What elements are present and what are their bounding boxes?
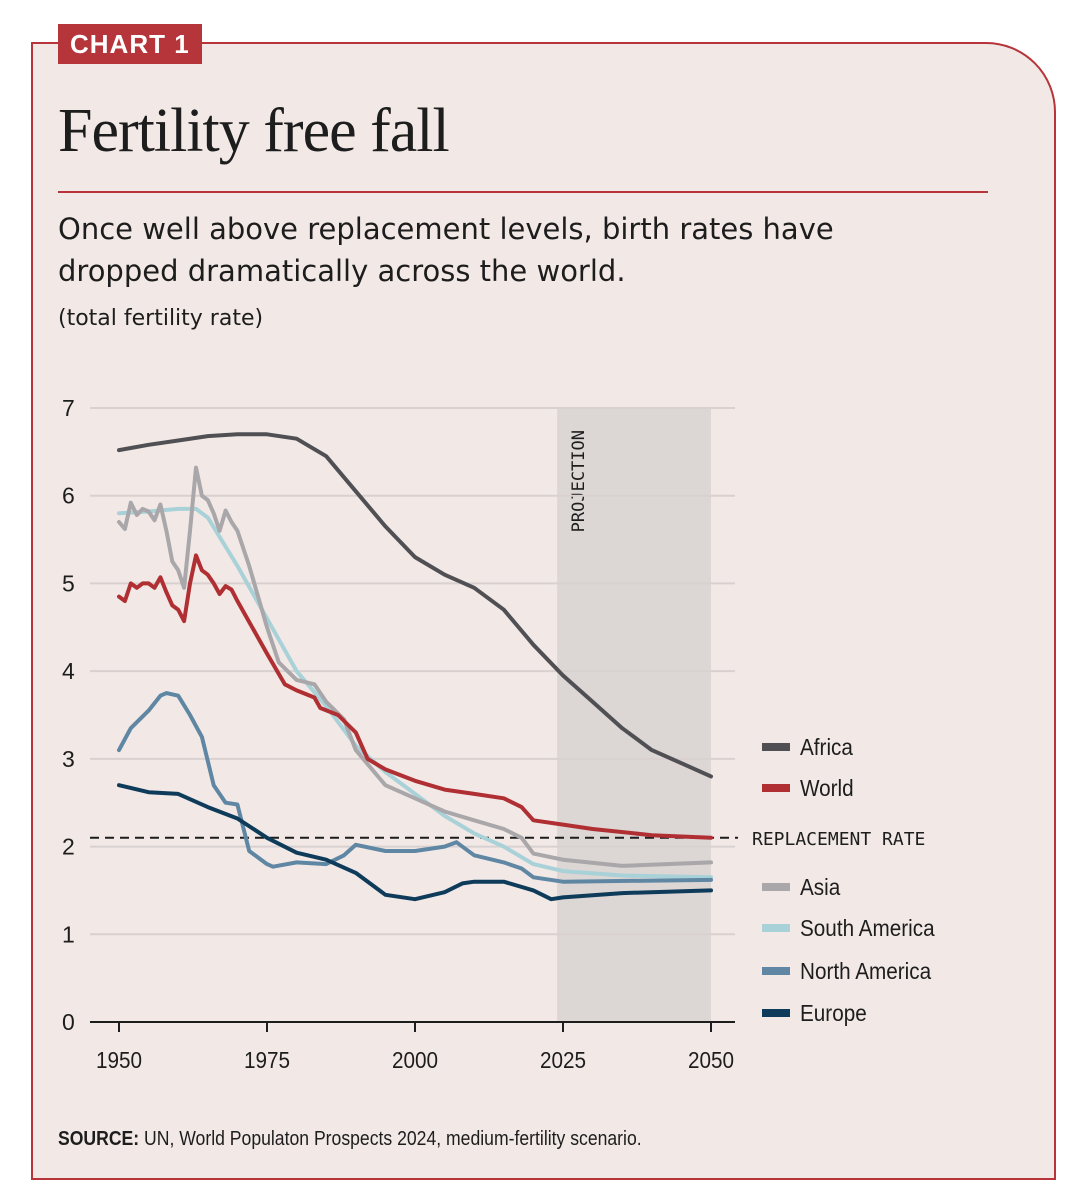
legend-label: Africa (800, 734, 854, 760)
y-tick-label: 3 (62, 746, 75, 772)
legend-label: North America (800, 958, 932, 984)
x-tick-label: 2050 (688, 1047, 734, 1073)
replacement-rate-label: REPLACEMENT RATE (752, 829, 925, 850)
x-tick-label: 1950 (96, 1047, 142, 1073)
legend-label: World (800, 775, 854, 801)
legend-label: Asia (800, 874, 841, 900)
x-tick-label: 2000 (392, 1047, 438, 1073)
source-text: UN, World Populaton Prospects 2024, medi… (139, 1128, 642, 1150)
chart-frame (31, 42, 1056, 1180)
y-tick-label: 6 (62, 483, 75, 509)
series-line-europe (117, 783, 713, 902)
title-divider (58, 191, 988, 193)
source-label: SOURCE: (58, 1128, 140, 1150)
legend-label: South America (800, 915, 935, 941)
y-axis-unit: (total fertility rate) (58, 306, 264, 331)
y-tick-label: 2 (62, 834, 75, 860)
y-tick-label: 7 (62, 395, 75, 421)
projection-band (557, 408, 711, 1022)
chart-subtitle: Once well above replacement levels, birt… (58, 212, 834, 288)
y-tick-label: 0 (62, 1009, 75, 1035)
legend-label: Europe (800, 1000, 867, 1026)
y-tick-label: 1 (62, 921, 75, 947)
x-tick-label: 2025 (540, 1047, 586, 1073)
y-tick-label: 4 (62, 658, 75, 684)
series-line-world (117, 553, 713, 840)
series-line-north-america (117, 691, 713, 884)
chart-title: Fertility free fall (58, 97, 450, 165)
x-tick-label: 1975 (244, 1047, 290, 1073)
series-line-africa (117, 432, 713, 779)
series-line-asia (117, 465, 713, 868)
source-note: SOURCE: UN, World Populaton Prospects 20… (58, 1128, 642, 1151)
chart-tag: CHART 1 (58, 24, 202, 64)
y-tick-label: 5 (62, 570, 75, 596)
projection-label: PROJECTION (569, 430, 589, 532)
